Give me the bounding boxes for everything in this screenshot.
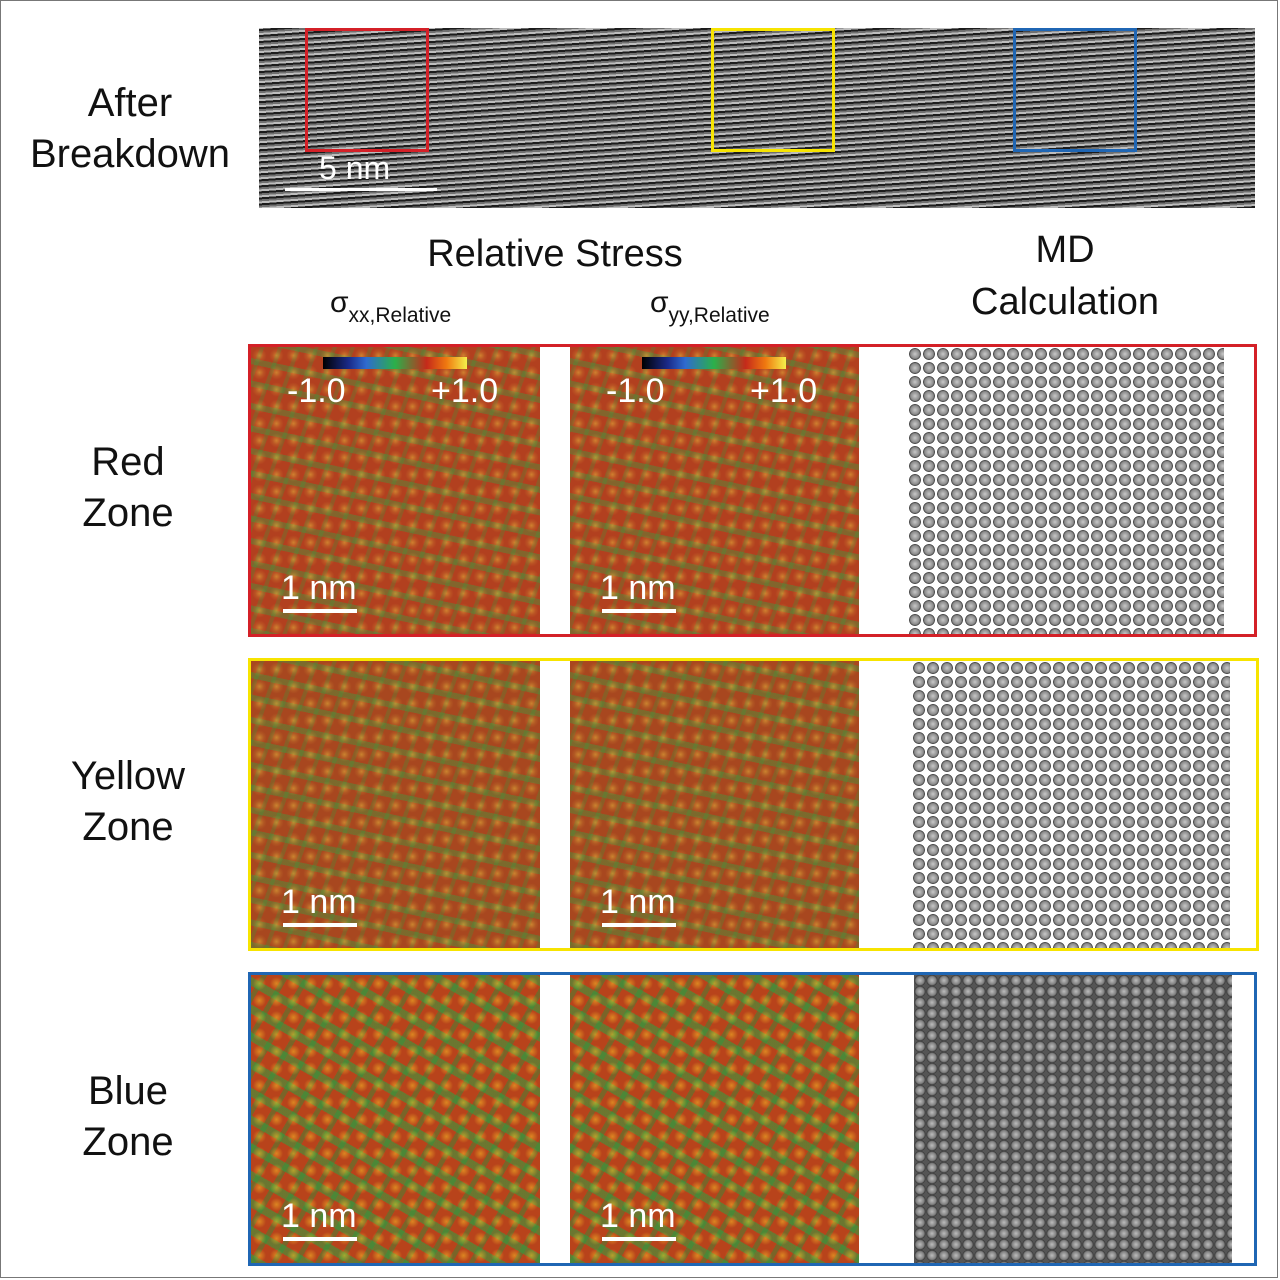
header-md-line-1: MD bbox=[1035, 229, 1095, 271]
header-relative-stress: Relative Stress bbox=[427, 233, 683, 275]
scale-bar bbox=[283, 923, 357, 927]
yellow-zone-label-line-2: Zone bbox=[82, 805, 174, 849]
yellow-zone-md-structure bbox=[912, 661, 1230, 948]
red-zone-sigma-yy-map: -1.0 +1.0 1 nm bbox=[570, 347, 859, 634]
header-md-calculation: MD Calculation bbox=[930, 224, 1200, 328]
header-sigma-yy: σyy,Relative bbox=[650, 286, 770, 328]
scale-bar-label: 1 nm bbox=[281, 569, 357, 607]
tem-scale-bar-label: 5 nm bbox=[319, 150, 391, 186]
scale-bar bbox=[283, 1237, 357, 1241]
row-label-yellow-zone: Yellow Zone bbox=[8, 751, 248, 853]
colorbar-min-label: -1.0 bbox=[606, 372, 665, 410]
red-zone-frame bbox=[248, 344, 1257, 637]
red-zone-box bbox=[305, 28, 429, 152]
scale-bar-label: 1 nm bbox=[600, 883, 676, 921]
red-zone-md-structure bbox=[908, 347, 1224, 634]
sigma-yy-symbol: σ bbox=[650, 286, 669, 319]
scale-bar-label: 1 nm bbox=[600, 1197, 676, 1235]
blue-zone-sigma-xx-map: 1 nm bbox=[251, 975, 540, 1263]
sigma-xx-subscript: xx,Relative bbox=[348, 304, 452, 327]
scale-bar-label: 1 nm bbox=[600, 569, 676, 607]
row-label-red-zone: Red Zone bbox=[8, 437, 248, 539]
colorbar bbox=[642, 357, 786, 369]
yellow-zone-label-line-1: Yellow bbox=[70, 754, 186, 798]
sigma-xx-symbol: σ bbox=[330, 286, 349, 319]
scale-bar-label: 1 nm bbox=[281, 883, 357, 921]
blue-zone-label-line-2: Zone bbox=[82, 1120, 174, 1164]
scale-bar bbox=[602, 609, 676, 613]
yellow-zone-frame bbox=[248, 658, 1259, 951]
sigma-yy-subscript: yy,Relative bbox=[668, 304, 770, 327]
scale-bar-label: 1 nm bbox=[281, 1197, 357, 1235]
tem-image-after-breakdown: 5 nm bbox=[259, 28, 1255, 208]
blue-zone-frame bbox=[248, 972, 1257, 1266]
scale-bar bbox=[602, 923, 676, 927]
header-md-line-2: Calculation bbox=[971, 281, 1159, 323]
yellow-zone-box bbox=[711, 28, 835, 152]
colorbar-min-label: -1.0 bbox=[287, 372, 346, 410]
row-label-line-2: Breakdown bbox=[29, 132, 231, 176]
scale-bar bbox=[283, 609, 357, 613]
red-zone-label-line-2: Zone bbox=[82, 491, 174, 535]
yellow-zone-sigma-yy-map: 1 nm bbox=[570, 661, 859, 948]
row-label-line-1: After bbox=[87, 81, 173, 125]
scale-bar bbox=[602, 1237, 676, 1241]
blue-zone-sigma-yy-map: 1 nm bbox=[570, 975, 859, 1263]
colorbar-max-label: +1.0 bbox=[750, 372, 818, 410]
tem-scale-bar bbox=[285, 188, 437, 191]
header-sigma-xx: σxx,Relative bbox=[330, 286, 451, 328]
red-zone-sigma-xx-map: -1.0 +1.0 1 nm bbox=[251, 347, 540, 634]
blue-zone-box bbox=[1013, 28, 1137, 152]
colorbar-max-label: +1.0 bbox=[431, 372, 499, 410]
blue-zone-md-structure bbox=[914, 975, 1232, 1263]
colorbar bbox=[323, 357, 467, 369]
yellow-zone-sigma-xx-map: 1 nm bbox=[251, 661, 540, 948]
row-label-after-breakdown: After Breakdown bbox=[10, 78, 250, 180]
red-zone-label-line-1: Red bbox=[91, 440, 165, 484]
row-label-blue-zone: Blue Zone bbox=[8, 1066, 248, 1168]
blue-zone-label-line-1: Blue bbox=[87, 1069, 169, 1113]
